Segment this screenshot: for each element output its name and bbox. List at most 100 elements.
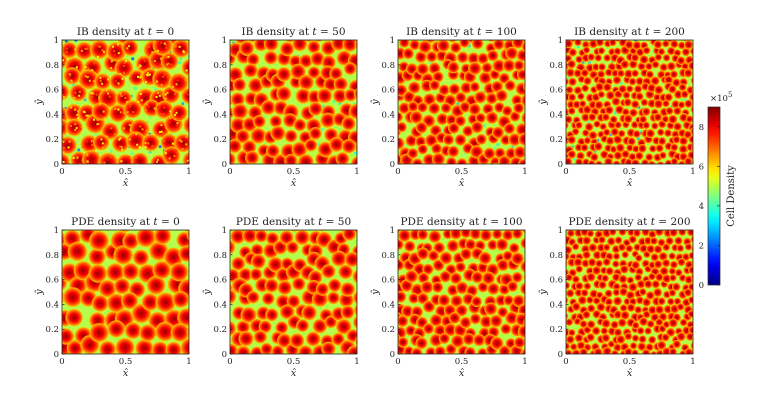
density-spot: [659, 62, 669, 72]
spot-noise: [67, 146, 70, 149]
density-spot: [566, 115, 573, 124]
x-axis-label: x̂: [291, 368, 297, 379]
spot-noise: [163, 42, 166, 45]
density-spot: [612, 160, 621, 164]
spot-noise: [74, 129, 77, 131]
spot-noise: [62, 96, 65, 99]
panel-title-value: 200: [665, 26, 685, 38]
spot-noise: [107, 92, 110, 95]
density-spot: [151, 68, 173, 90]
panel-title-value: 0: [173, 216, 180, 228]
density-spot: [587, 257, 597, 268]
density-speckle: [441, 126, 445, 130]
density-spot: [245, 353, 252, 354]
density-spot: [428, 79, 441, 91]
density-spot: [574, 121, 584, 130]
density-spot: [308, 126, 323, 141]
spot-noise: [105, 178, 107, 180]
density-spot: [586, 319, 596, 329]
density-spot: [250, 253, 267, 270]
density-spot: [683, 68, 693, 78]
density-spot: [398, 290, 407, 304]
spot-noise: [90, 140, 93, 143]
y-tick-label: 0.2: [213, 135, 227, 145]
density-spot: [647, 335, 657, 345]
density-spot: [694, 53, 703, 62]
spot-noise: [113, 53, 116, 56]
density-spot: [121, 262, 140, 281]
density-spot: [409, 110, 424, 125]
spot-noise: [91, 95, 94, 98]
y-tick-label: 0.8: [381, 251, 395, 261]
density-spot: [506, 280, 519, 293]
spot-noise: [147, 169, 149, 171]
density-spot: [610, 320, 620, 330]
density-spot: [574, 288, 583, 298]
density-speckle: [83, 98, 87, 102]
density-spot: [88, 263, 108, 284]
spot-noise: [70, 106, 73, 109]
spot-noise: [74, 123, 77, 126]
density-spot: [571, 301, 581, 312]
density-spot: [266, 354, 282, 370]
density-spot: [297, 344, 314, 354]
density-spot: [566, 245, 573, 255]
density-spot: [571, 275, 581, 284]
density-spot: [620, 310, 630, 321]
density-spot: [597, 235, 607, 244]
spot-noise: [126, 111, 129, 114]
density-spot: [520, 347, 525, 354]
spot-noise: [166, 91, 169, 94]
density-spot: [491, 58, 506, 73]
x-tick-label: 1: [354, 167, 359, 177]
spot-noise: [178, 139, 181, 142]
density-spot: [404, 269, 419, 284]
density-spot: [651, 355, 659, 363]
density-spot: [260, 99, 277, 116]
density-spot: [130, 152, 149, 164]
density-spot: [445, 156, 458, 164]
density-speckle: [482, 124, 486, 128]
density-spot: [653, 84, 664, 95]
density-spot: [186, 72, 189, 85]
density-spot: [275, 85, 292, 102]
spot-noise: [55, 170, 57, 172]
density-spot: [594, 53, 603, 63]
spot-noise: [160, 83, 163, 86]
density-spot: [597, 90, 606, 99]
density-spot: [668, 288, 677, 297]
spot-noise: [180, 140, 183, 143]
spot-noise: [147, 175, 149, 177]
spot-noise: [48, 74, 50, 76]
density-spot: [681, 47, 691, 57]
spot-noise: [184, 78, 187, 81]
density-spot: [697, 265, 707, 275]
spot-noise: [142, 56, 145, 59]
density-spot: [640, 158, 650, 164]
density-spot: [247, 162, 258, 164]
spot-noise: [124, 96, 127, 99]
spot-noise: [160, 41, 163, 44]
density-spot: [683, 288, 693, 298]
spot-noise: [123, 65, 125, 67]
spot-noise: [121, 148, 124, 151]
colorbar-label: Cell Density: [726, 165, 737, 227]
density-spot: [683, 99, 693, 109]
spot-noise: [166, 63, 169, 66]
spot-noise: [199, 139, 201, 141]
spot-noise: [174, 114, 177, 116]
density-spot: [566, 312, 569, 320]
density-spot: [596, 302, 606, 312]
density-spot: [637, 341, 647, 352]
spot-noise: [184, 91, 187, 94]
panel-title-eq: =: [655, 216, 670, 228]
density-spot: [573, 40, 582, 47]
density-spot: [294, 230, 311, 246]
density-spot: [656, 128, 665, 137]
spot-noise: [144, 109, 147, 112]
density-spot: [603, 157, 614, 164]
density-spot: [195, 20, 215, 40]
x-axis-label: x̂: [459, 178, 465, 189]
density-spot: [662, 53, 671, 62]
density-spot: [625, 244, 634, 253]
